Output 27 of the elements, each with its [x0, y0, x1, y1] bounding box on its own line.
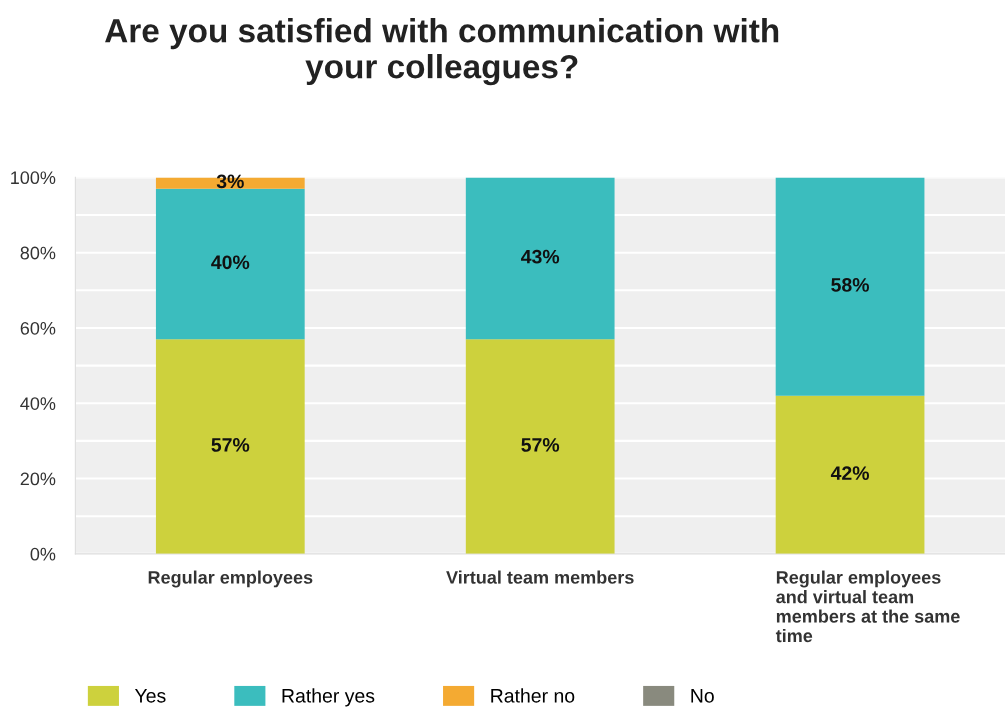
chart-title: Are you satisfied with communication with your colleagues?	[105, 18, 779, 86]
legend-label: No	[691, 689, 714, 703]
data-label: 40%	[211, 255, 250, 270]
legend-label: Rather yes	[282, 688, 375, 707]
y-tick-label: 60%	[20, 321, 56, 335]
x-tick-label: Regular employees and virtual team members at the same time	[775, 570, 960, 643]
x-tick-label: Regular employees	[148, 570, 313, 588]
y-tick-label: 40%	[20, 397, 56, 410]
y-tick-label: 0%	[30, 547, 56, 561]
data-label: 43%	[521, 249, 560, 264]
y-tick-label: 20%	[20, 472, 56, 486]
bar	[155, 188, 305, 340]
data-label: 57%	[211, 438, 250, 452]
data-label: 57%	[521, 438, 560, 452]
y-tick-label: 100%	[11, 171, 56, 185]
data-label: 58%	[831, 278, 870, 292]
bar	[155, 339, 305, 554]
bar	[465, 339, 615, 554]
data-label: 3%	[216, 174, 244, 189]
legend-label: Yes	[134, 689, 166, 703]
bar	[465, 177, 615, 340]
data-label: 42%	[830, 466, 870, 480]
bar	[775, 177, 925, 396]
bar	[775, 395, 925, 554]
legend-label: Rather no	[491, 688, 575, 703]
y-tick-label: 80%	[20, 246, 56, 260]
x-tick-label: Virtual team members	[446, 570, 634, 584]
